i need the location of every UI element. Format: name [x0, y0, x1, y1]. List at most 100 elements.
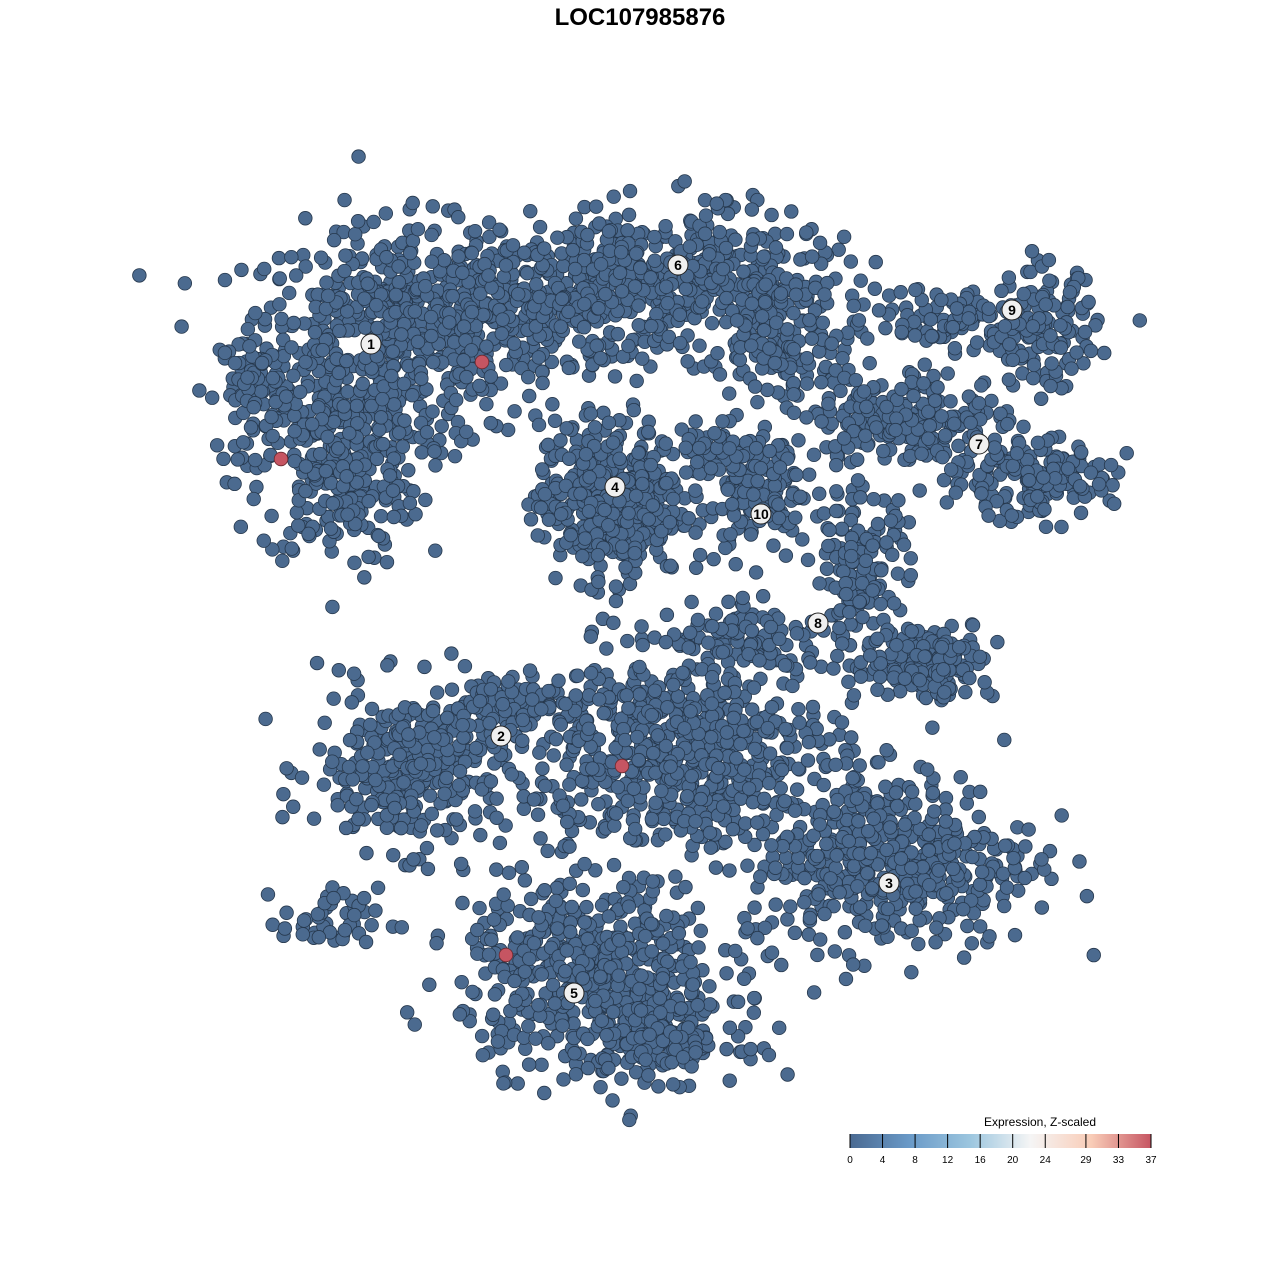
data-point — [325, 599, 340, 615]
data-point — [501, 865, 517, 880]
data-point — [964, 936, 980, 951]
data-point — [878, 320, 893, 336]
data-point — [817, 906, 832, 922]
data-point — [744, 202, 760, 217]
data-point — [867, 281, 883, 296]
data-point — [536, 241, 552, 256]
data-point — [912, 672, 927, 688]
data-point — [949, 301, 964, 316]
data-point — [943, 462, 959, 477]
data-point — [581, 504, 597, 519]
data-point — [451, 210, 466, 225]
data-point — [631, 445, 646, 461]
data-point — [906, 314, 922, 330]
data-point — [605, 435, 621, 450]
data-point — [806, 985, 822, 1000]
data-point — [364, 701, 380, 717]
data-point — [866, 492, 881, 507]
data-point — [347, 555, 362, 571]
data-point — [681, 511, 696, 526]
data-point — [834, 636, 850, 651]
data-point — [1005, 352, 1021, 368]
data-point — [349, 791, 364, 807]
data-point — [802, 312, 817, 328]
data-point — [934, 292, 949, 308]
data-point — [384, 368, 399, 384]
data-point — [528, 1031, 543, 1046]
data-point — [556, 1072, 571, 1087]
data-point — [934, 640, 949, 655]
data-point — [997, 319, 1013, 334]
data-point — [870, 516, 886, 532]
data-point — [743, 527, 759, 542]
data-point — [758, 277, 773, 292]
data-point — [615, 539, 630, 554]
data-point — [659, 607, 675, 623]
data-point — [704, 316, 720, 331]
data-point — [760, 382, 775, 398]
data-point — [425, 404, 440, 419]
data-point — [492, 835, 508, 851]
data-point — [960, 918, 975, 934]
data-point — [605, 1093, 620, 1108]
data-point — [917, 649, 932, 664]
data-point — [296, 913, 312, 928]
data-point — [496, 887, 511, 902]
data-point — [530, 528, 545, 543]
data-point — [788, 510, 803, 525]
data-point — [428, 543, 443, 558]
data-point — [799, 350, 815, 366]
data-point — [246, 400, 261, 415]
data-point — [879, 399, 894, 415]
data-point — [514, 860, 530, 875]
data-point — [455, 265, 470, 280]
data-point — [917, 357, 932, 372]
data-point — [550, 230, 565, 245]
data-point — [338, 820, 354, 836]
data-point — [1106, 496, 1122, 511]
data-point — [474, 782, 490, 797]
data-point — [719, 290, 734, 306]
data-point — [1036, 470, 1051, 485]
data-point — [659, 475, 674, 491]
data-point — [385, 344, 400, 359]
data-point — [467, 223, 483, 239]
data-point — [204, 390, 220, 405]
data-point — [906, 388, 921, 404]
data-point — [295, 927, 310, 942]
data-point — [473, 286, 488, 301]
data-point — [611, 968, 626, 983]
data-point — [698, 208, 714, 223]
data-point — [264, 409, 279, 425]
data-point — [678, 440, 693, 456]
data-point — [465, 984, 480, 1000]
data-point — [582, 470, 597, 485]
data-point — [429, 936, 444, 951]
data-point — [547, 996, 563, 1011]
data-point — [1103, 457, 1119, 473]
data-point — [768, 860, 783, 875]
data-point — [870, 631, 885, 646]
data-point — [271, 250, 287, 266]
data-point — [599, 1028, 614, 1043]
data-point — [962, 670, 977, 686]
data-point — [1043, 378, 1058, 394]
data-point — [631, 298, 646, 313]
data-point — [217, 272, 233, 288]
data-point — [307, 325, 323, 340]
data-point — [550, 921, 565, 936]
data-point — [859, 399, 874, 415]
data-point — [284, 249, 299, 265]
data-point — [346, 666, 362, 681]
data-point — [890, 566, 906, 581]
data-point — [732, 352, 748, 368]
data-point — [948, 485, 963, 500]
data-point — [236, 435, 251, 450]
data-point — [659, 908, 674, 924]
data-point — [627, 279, 643, 294]
data-point — [330, 798, 345, 813]
data-point — [496, 1076, 511, 1091]
data-point — [973, 784, 988, 800]
data-point — [672, 335, 688, 351]
data-point — [747, 990, 762, 1006]
